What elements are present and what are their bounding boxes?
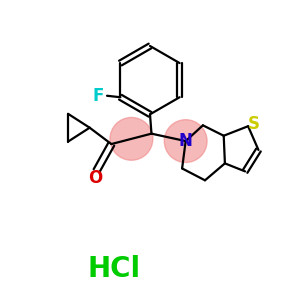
Text: F: F (92, 87, 104, 105)
Circle shape (110, 118, 153, 160)
Circle shape (164, 120, 207, 163)
Text: S: S (248, 115, 260, 133)
Text: O: O (88, 169, 102, 187)
Text: HCl: HCl (88, 255, 141, 283)
Text: N: N (179, 132, 193, 150)
